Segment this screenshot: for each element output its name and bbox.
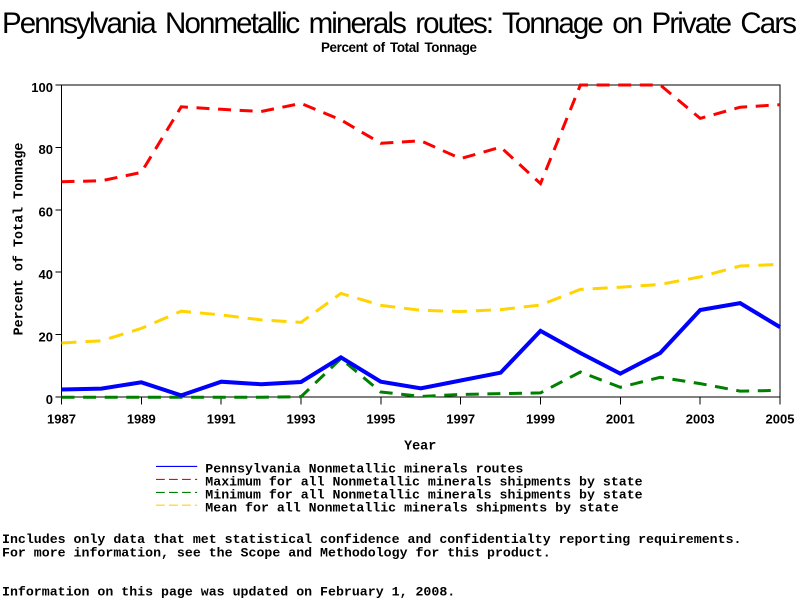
svg-text:1987: 1987 [47, 412, 76, 427]
svg-text:60: 60 [39, 205, 53, 220]
svg-text:Pennsylvania Nonmetallic miner: Pennsylvania Nonmetallic minerals routes… [2, 7, 797, 40]
svg-text:Year: Year [404, 440, 436, 455]
svg-text:For more information, see the: For more information, see the Scope and … [2, 546, 551, 561]
svg-text:80: 80 [39, 142, 53, 157]
svg-text:Percent of Total Tonnage: Percent of Total Tonnage [13, 143, 28, 336]
svg-text:Percent of Total Tonnage: Percent of Total Tonnage [321, 40, 477, 55]
svg-text:2001: 2001 [606, 412, 635, 427]
svg-text:Minimum for all Nonmetallic mi: Minimum for all Nonmetallic minerals shi… [205, 487, 642, 502]
svg-text:1993: 1993 [287, 412, 316, 427]
svg-text:1989: 1989 [127, 412, 156, 427]
svg-text:1997: 1997 [446, 412, 475, 427]
svg-text:2005: 2005 [766, 412, 795, 427]
svg-text:1999: 1999 [526, 412, 555, 427]
svg-text:1995: 1995 [366, 412, 395, 427]
svg-text:40: 40 [39, 267, 53, 282]
svg-text:Information on this page was u: Information on this page was updated on … [2, 585, 455, 600]
svg-text:100: 100 [31, 80, 53, 95]
svg-text:2003: 2003 [686, 412, 715, 427]
svg-text:20: 20 [39, 329, 53, 344]
svg-text:Includes only data that met st: Includes only data that met statistical … [2, 532, 741, 547]
svg-text:Maximum for all Nonmetallic mi: Maximum for all Nonmetallic minerals shi… [205, 474, 642, 489]
svg-text:Mean for all Nonmetallic miner: Mean for all Nonmetallic minerals shipme… [205, 500, 619, 515]
svg-text:1991: 1991 [207, 412, 236, 427]
svg-text:Pennsylvania Nonmetallic miner: Pennsylvania Nonmetallic minerals routes [205, 461, 523, 476]
svg-text:0: 0 [46, 392, 53, 407]
